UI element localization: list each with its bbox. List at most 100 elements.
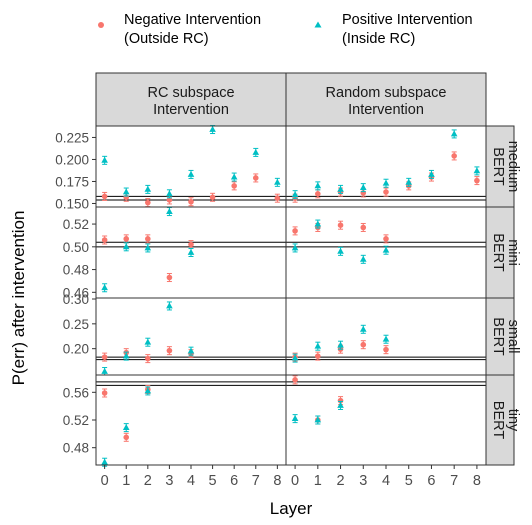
x-axis-title: Layer [270, 499, 313, 518]
point-pos-r3-c0-1 [122, 424, 130, 431]
point-pos-r2-c1-2 [337, 341, 344, 348]
point-pos-r1-c1-4 [382, 246, 390, 253]
point-neg-r0-c0-2 [145, 199, 151, 206]
row-strip-label-2-line2: small [505, 320, 521, 354]
y-tick-label-1-2: 0.50 [63, 240, 89, 255]
point-neg-r3-c0-0 [101, 390, 108, 396]
point-neg-r3-c0-1 [123, 434, 130, 441]
legend-label-pos-line2: (Inside RC) [342, 31, 415, 47]
x-tick-label-1-0: 0 [291, 473, 299, 489]
row-strip-2 [485, 297, 515, 376]
point-pos-r0-c0-7 [252, 148, 260, 155]
x-tick-label-1-2: 2 [337, 473, 345, 489]
point-pos-r2-c1-1 [314, 342, 322, 349]
point-pos-r2-c1-4 [382, 335, 390, 342]
point-pos-r1-c0-2 [144, 244, 152, 251]
point-pos-r1-c0-0 [101, 284, 108, 291]
y-tick-label-0-3: 0.225 [55, 130, 89, 145]
point-pos-r0-c0-2 [144, 185, 152, 192]
x-tick-label-1-5: 5 [405, 473, 413, 489]
point-pos-r3-c0-2 [144, 387, 152, 394]
point-neg-r1-c0-4 [188, 241, 194, 248]
point-pos-r1-c1-0 [291, 244, 299, 251]
point-pos-r3-c1-1 [314, 416, 322, 423]
point-pos-r0-c1-2 [337, 185, 344, 192]
point-neg-r0-c0-6 [231, 183, 237, 189]
point-neg-r2-c1-4 [383, 346, 389, 353]
y-tick-label-3-2: 0.56 [63, 385, 89, 400]
row-strip-label-0-line1: BERT [490, 147, 506, 186]
column-strip-label-0-line1: RC subspace [147, 85, 234, 101]
point-pos-r0-c0-4 [187, 170, 195, 177]
x-tick-label-1-6: 6 [427, 473, 435, 489]
y-tick-label-3-0: 0.48 [63, 441, 89, 456]
column-strip-label-1-line2: Intervention [348, 102, 424, 118]
point-pos-r2-c0-0 [101, 367, 108, 374]
x-tick-label-1-7: 7 [450, 473, 458, 489]
point-neg-r3-c1-0 [292, 377, 298, 383]
x-tick-label-0-3: 3 [165, 473, 173, 489]
x-tick-label-0-1: 1 [122, 473, 130, 489]
point-pos-r2-c0-3 [166, 302, 173, 309]
y-tick-label-1-0: 0.46 [63, 285, 89, 300]
point-pos-r0-c1-8 [473, 167, 481, 174]
x-tick-label-0-2: 2 [144, 473, 152, 489]
point-pos-r3-c1-0 [291, 415, 299, 422]
point-pos-r1-c0-4 [187, 248, 195, 255]
row-strip-label-1-line2: mini [505, 239, 521, 266]
row-strip-label-3-line2: tiny [505, 409, 521, 432]
point-pos-r1-c0-1 [122, 243, 130, 250]
point-pos-r0-c1-3 [359, 184, 367, 191]
legend-symbol-neg [98, 22, 104, 28]
y-tick-label-0-2: 0.200 [55, 152, 89, 167]
column-strip-label-1-line1: Random subspace [326, 85, 447, 101]
point-pos-r0-c0-5 [209, 125, 216, 132]
point-neg-r0-c1-8 [474, 177, 480, 184]
point-neg-r0-c1-4 [383, 189, 389, 195]
x-tick-label-0-4: 4 [187, 473, 195, 489]
point-neg-r1-c1-4 [383, 236, 389, 242]
row-strip-3 [485, 374, 515, 466]
y-tick-label-2-2: 0.30 [63, 292, 89, 307]
point-neg-r0-c0-4 [188, 198, 194, 205]
point-pos-r0-c0-3 [166, 190, 173, 197]
point-neg-r0-c0-7 [252, 175, 259, 181]
point-neg-r1-c0-1 [123, 236, 130, 242]
x-tick-label-0-8: 8 [273, 473, 281, 489]
point-pos-r1-c1-2 [337, 247, 344, 254]
x-tick-label-1-8: 8 [473, 473, 481, 489]
point-neg-r2-c0-0 [101, 354, 108, 360]
row-strip-label-1-line1: BERT [490, 233, 506, 272]
point-pos-r0-c0-1 [122, 188, 130, 195]
point-pos-r0-c1-0 [291, 191, 299, 198]
point-neg-r1-c1-3 [360, 224, 367, 231]
point-neg-r0-c0-5 [209, 194, 216, 201]
y-tick-label-0-1: 0.175 [55, 174, 89, 189]
point-pos-r2-c1-0 [291, 354, 299, 361]
x-tick-label-0-6: 6 [230, 473, 238, 489]
column-strip-0 [95, 72, 287, 127]
point-pos-r1-c1-1 [314, 220, 322, 227]
y-tick-label-3-1: 0.52 [63, 413, 89, 428]
point-pos-r2-c0-4 [187, 347, 195, 354]
x-tick-label-1-1: 1 [314, 473, 322, 489]
point-neg-r0-c0-3 [166, 197, 173, 203]
point-neg-r1-c0-3 [166, 274, 173, 281]
point-neg-r2-c0-2 [145, 355, 151, 362]
point-neg-r2-c1-3 [360, 341, 367, 348]
point-pos-r2-c0-2 [144, 338, 152, 345]
point-pos-r1-c1-3 [359, 255, 367, 262]
y-tick-label-0-0: 0.150 [55, 196, 89, 211]
y-tick-label-2-0: 0.20 [63, 342, 89, 357]
legend-label-neg-line2: (Outside RC) [124, 31, 209, 47]
y-axis-title: P(err) after intervention [9, 211, 28, 386]
row-strip-label-0-line2: medium [505, 141, 521, 193]
x-tick-label-0-5: 5 [209, 473, 217, 489]
x-tick-label-0-0: 0 [101, 473, 109, 489]
row-strip-label-3-line1: BERT [490, 401, 506, 440]
point-pos-r0-c0-0 [101, 156, 108, 163]
point-pos-r0-c1-5 [405, 178, 413, 185]
point-pos-r3-c0-0 [101, 458, 108, 465]
point-neg-r0-c1-1 [315, 190, 321, 197]
